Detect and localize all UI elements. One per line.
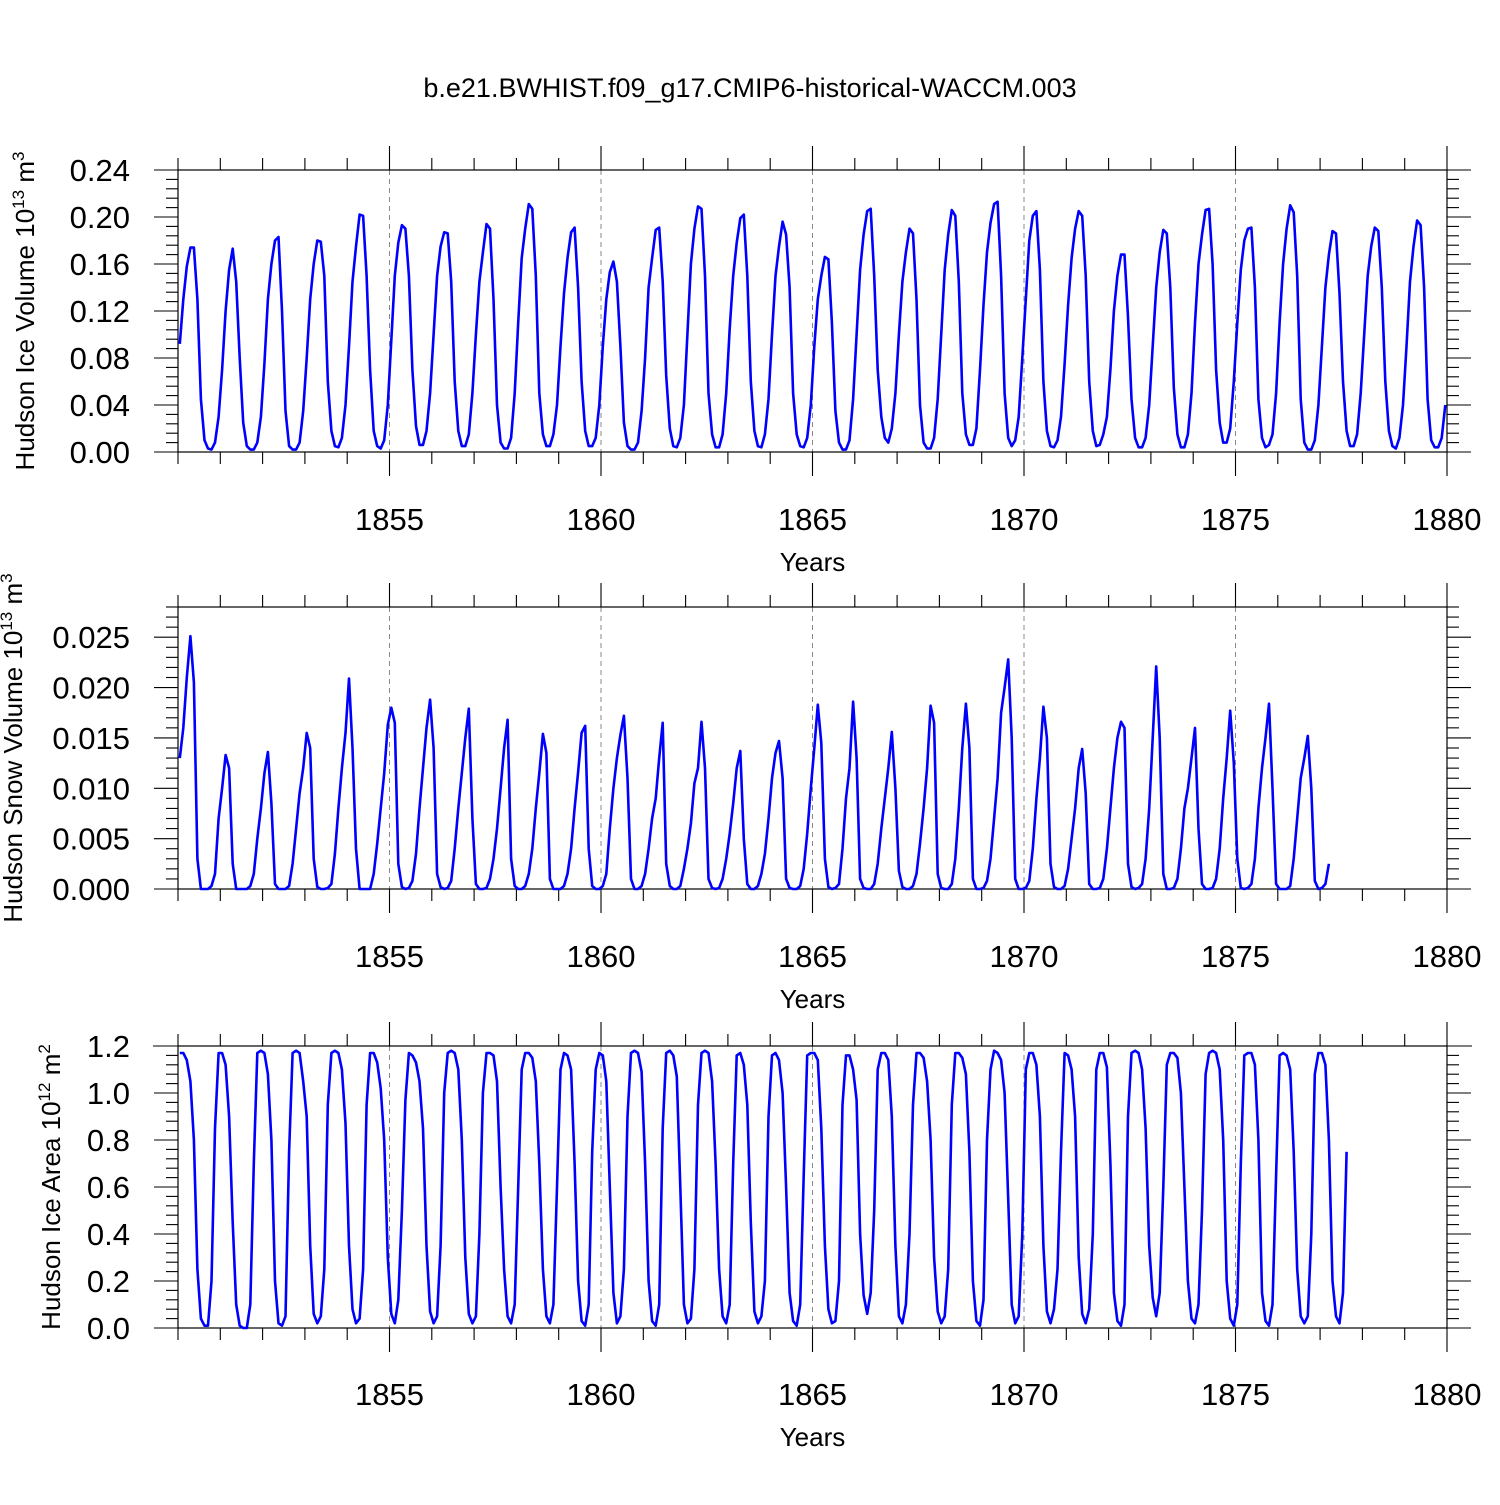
y-tick-label: 0.08: [70, 341, 130, 376]
y-tick-label: 0.010: [52, 771, 130, 806]
x-tick-label: 1880: [1413, 1377, 1482, 1412]
x-tick-label: 1875: [1201, 1377, 1270, 1412]
figure-title: b.e21.BWHIST.f09_g17.CMIP6-historical-WA…: [423, 73, 1076, 103]
y-axis-title-superscript: 2: [35, 1044, 54, 1053]
y-axis-title-superscript: 12: [35, 1083, 54, 1102]
x-tick-label: 1870: [990, 939, 1059, 974]
x-tick-label: 1855: [355, 939, 424, 974]
x-tick-label: 1875: [1201, 502, 1270, 537]
x-tick-label: 1865: [778, 939, 847, 974]
x-tick-label: 1875: [1201, 939, 1270, 974]
y-axis-title-superscript: 3: [0, 573, 16, 582]
chart-panel-2: 1855 1860 1865 1870 1875 1880 Years 0.000 0.005 0…: [0, 573, 1481, 1014]
y-tick-label: 0.4: [87, 1217, 130, 1252]
y-axis-title-superscript: 13: [0, 612, 16, 631]
x-tick-label: 1865: [778, 1377, 847, 1412]
y-tick-label: 1.2: [87, 1029, 130, 1064]
y-axis-title-superscript: 3: [9, 152, 28, 161]
x-tick-label: 1880: [1413, 502, 1482, 537]
x-tick-label: 1855: [355, 502, 424, 537]
chart-panel-3: 1855 1860 1865 1870 1875 1880 Years 0.0 0.2 0.4 0.…: [35, 1022, 1481, 1452]
y-tick-label: 0.015: [52, 721, 130, 756]
x-axis-title: Years: [780, 984, 846, 1014]
y-axis-title-superscript: 13: [9, 190, 28, 209]
x-tick-label: 1865: [778, 502, 847, 537]
y-axis-title-part: Hudson Snow Volume 10: [0, 631, 28, 923]
y-axis-title-part: Hudson Ice Volume 10: [10, 209, 40, 471]
y-tick-label: 0.0: [87, 1311, 130, 1346]
y-tick-label: 0.00: [70, 435, 130, 470]
y-axis-title-part: m: [36, 1054, 66, 1083]
y-tick-label: 0.8: [87, 1123, 130, 1158]
series-line-1: [178, 200, 1447, 451]
y-axis-title: Hudson Ice Volume 1013 m3: [9, 152, 40, 471]
y-tick-label: 0.020: [52, 671, 130, 706]
x-tick-label: 1870: [990, 502, 1059, 537]
y-axis-title: Hudson Ice Area 1012 m2: [35, 1044, 66, 1330]
y-axis-title: Hudson Snow Volume 1013 m3: [0, 573, 28, 922]
y-axis-title-part: Hudson Ice Area 10: [36, 1101, 66, 1329]
series-line-1: [179, 1049, 1348, 1330]
x-axis-title: Years: [780, 1422, 846, 1452]
y-tick-label: 0.000: [52, 872, 130, 907]
x-axis-title: Years: [780, 547, 846, 577]
y-tick-label: 0.16: [70, 247, 130, 282]
x-tick-label: 1860: [567, 502, 636, 537]
x-tick-label: 1860: [567, 1377, 636, 1412]
y-axis-title-part: m: [0, 583, 28, 612]
y-tick-label: 0.005: [52, 822, 130, 857]
y-tick-label: 0.6: [87, 1170, 130, 1205]
chart-panel-1: 1855 1860 1865 1870 1875 1880 Years 0.00 0.04 0.0…: [9, 146, 1481, 577]
y-tick-label: 0.04: [70, 388, 130, 423]
series-line-1: [178, 634, 1331, 891]
panels: 1855 1860 1865 1870 1875 1880 Years 0.00 0.04 0.0…: [0, 146, 1481, 1452]
y-tick-label: 1.0: [87, 1076, 130, 1111]
y-tick-label: 0.2: [87, 1264, 130, 1299]
y-tick-label: 0.025: [52, 620, 130, 655]
y-tick-label: 0.24: [70, 153, 130, 188]
x-tick-label: 1855: [355, 1377, 424, 1412]
y-tick-label: 0.12: [70, 294, 130, 329]
x-tick-label: 1860: [567, 939, 636, 974]
y-axis-title-part: m: [10, 161, 40, 190]
x-tick-label: 1870: [990, 1377, 1059, 1412]
x-tick-label: 1880: [1413, 939, 1482, 974]
y-tick-label: 0.20: [70, 200, 130, 235]
